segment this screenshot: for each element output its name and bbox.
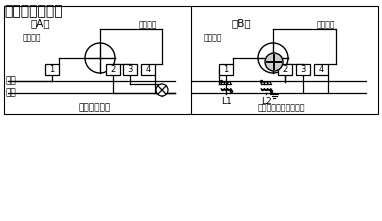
Bar xyxy=(314,63,328,74)
Text: 3: 3 xyxy=(300,65,306,74)
Text: 4: 4 xyxy=(318,65,324,74)
Text: 1: 1 xyxy=(49,65,55,74)
Text: 2: 2 xyxy=(282,65,288,74)
Bar xyxy=(123,63,137,74)
Text: 电流线圈: 电流线圈 xyxy=(204,34,222,42)
Circle shape xyxy=(258,43,288,73)
Bar xyxy=(219,63,233,74)
Text: 火线: 火线 xyxy=(5,76,16,86)
Text: （B）: （B） xyxy=(231,18,251,28)
Text: 经电流互感器接入电表: 经电流互感器接入电表 xyxy=(257,103,305,112)
Bar xyxy=(141,63,155,74)
Circle shape xyxy=(85,43,115,73)
Text: （A）: （A） xyxy=(30,18,50,28)
Bar xyxy=(296,63,310,74)
Text: 1: 1 xyxy=(223,65,228,74)
Text: 单相电表接线图: 单相电表接线图 xyxy=(4,4,63,18)
Text: 零线: 零线 xyxy=(5,88,16,97)
Circle shape xyxy=(156,84,168,96)
Bar xyxy=(45,63,59,74)
Text: 2: 2 xyxy=(110,65,116,74)
Bar xyxy=(106,63,120,74)
Text: 直接接入电表: 直接接入电表 xyxy=(79,103,111,112)
Bar xyxy=(4,6,378,114)
Text: 电压线圈: 电压线圈 xyxy=(317,21,335,29)
Circle shape xyxy=(265,53,283,71)
Text: 4: 4 xyxy=(146,65,151,74)
Text: 3: 3 xyxy=(127,65,133,74)
Text: 电流线圈: 电流线圈 xyxy=(23,34,41,42)
Text: L1: L1 xyxy=(221,97,231,105)
Text: L2: L2 xyxy=(261,97,271,105)
Bar xyxy=(278,63,292,74)
Text: 电压线圈: 电压线圈 xyxy=(139,21,157,29)
